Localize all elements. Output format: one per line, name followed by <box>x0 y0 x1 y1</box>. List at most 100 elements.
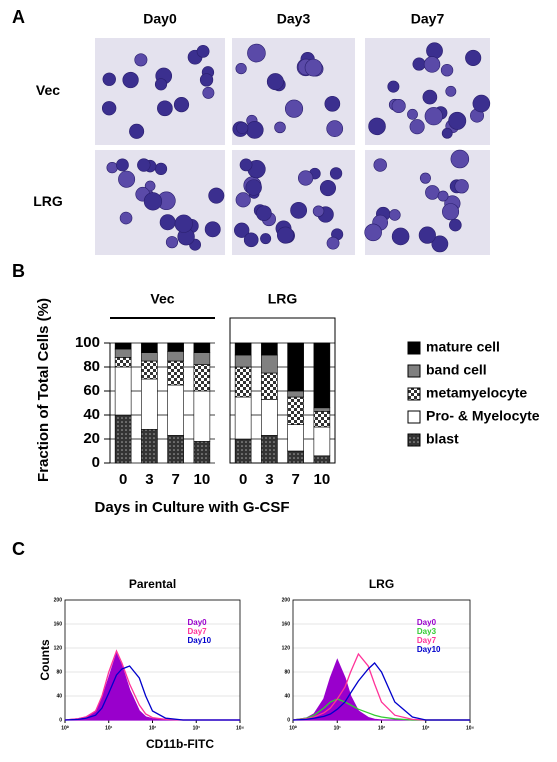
legend-label: Day0 <box>188 618 208 627</box>
legend-label: Day7 <box>188 627 208 636</box>
cell <box>239 158 253 172</box>
panel-label: A <box>12 7 25 27</box>
bar-segment <box>287 396 304 425</box>
cell <box>243 232 259 248</box>
x-tick-label: 10² <box>378 725 386 731</box>
cell <box>426 42 443 60</box>
legend-swatch <box>407 433 421 447</box>
y-tick-label: 120 <box>282 645 291 651</box>
facet-title: Vec <box>150 291 174 307</box>
bar-segment <box>193 364 211 392</box>
cell <box>157 100 173 117</box>
x-tick-label: 0 <box>119 471 127 488</box>
cell <box>412 57 426 71</box>
y-tick-label: 100 <box>75 334 100 351</box>
bar-segment <box>114 357 132 368</box>
cell <box>440 64 454 77</box>
cell <box>274 121 286 134</box>
chart-title: LRG <box>369 577 394 591</box>
cell <box>449 218 462 232</box>
x-tick-label: 10 <box>194 471 211 488</box>
y-tick-label: 200 <box>54 597 63 603</box>
cell <box>101 101 117 116</box>
column-label: Day0 <box>143 11 177 27</box>
bar-segment <box>261 342 278 356</box>
cell <box>437 190 449 202</box>
bar-segment <box>193 441 211 464</box>
cell <box>324 95 341 112</box>
chart-title: Parental <box>129 577 176 591</box>
cell <box>441 127 453 139</box>
legend-label: metamyelocyte <box>426 385 527 401</box>
y-tick-label: 60 <box>83 382 100 399</box>
legend-label: Day10 <box>417 645 441 654</box>
bar-segment <box>141 429 158 464</box>
cell <box>450 149 470 169</box>
cell <box>196 44 210 58</box>
column-label: Day7 <box>411 11 445 27</box>
bar-segment <box>313 426 331 457</box>
legend-label: Day7 <box>417 636 437 645</box>
cell <box>159 214 176 231</box>
bar-segment <box>287 450 304 464</box>
cell <box>364 223 382 242</box>
legend-label: band cell <box>426 362 487 378</box>
cell <box>199 73 214 87</box>
panel-label: C <box>12 539 25 559</box>
cell <box>144 180 156 192</box>
y-tick-label: 40 <box>83 406 100 423</box>
y-tick-label: 120 <box>54 645 63 651</box>
y-tick-label: 0 <box>59 717 62 723</box>
bar-segment <box>313 455 331 464</box>
cell <box>129 123 145 139</box>
cell <box>116 158 129 172</box>
histogram-curve <box>292 662 470 721</box>
bar-segment <box>193 342 211 353</box>
x-tick-label: 10³ <box>193 725 201 731</box>
cell <box>389 209 401 221</box>
cell <box>236 121 249 134</box>
cell <box>134 53 148 67</box>
cell <box>204 221 221 238</box>
cell <box>423 56 441 73</box>
y-tick-label: 80 <box>56 669 62 675</box>
cell <box>425 185 440 200</box>
cell <box>202 86 215 99</box>
cell <box>247 43 266 63</box>
bar-segment <box>234 438 252 464</box>
cell <box>245 179 262 196</box>
cell <box>407 108 418 120</box>
column-label: Day3 <box>277 11 311 27</box>
bar-segment <box>141 360 158 380</box>
legend-label: blast <box>426 431 459 447</box>
histogram-curve <box>292 652 470 721</box>
y-tick-label: 200 <box>282 597 291 603</box>
cell <box>256 205 272 221</box>
x-axis-label: CD11b-FITC <box>146 737 214 751</box>
cell <box>174 214 193 233</box>
cell <box>290 201 308 219</box>
cell <box>266 73 284 91</box>
y-tick-label: 160 <box>282 621 291 627</box>
bar-segment <box>167 384 184 436</box>
cell <box>154 78 168 91</box>
legend-label: Day0 <box>417 618 437 627</box>
bar-segment <box>167 342 184 352</box>
bar-segment <box>114 414 132 464</box>
cell <box>277 226 294 244</box>
x-tick-label: 10² <box>149 725 157 731</box>
histogram-curve <box>292 698 470 721</box>
bar-segment <box>167 351 184 362</box>
cell <box>472 94 491 113</box>
cell <box>165 236 179 249</box>
cell <box>445 85 457 97</box>
cell <box>173 96 190 113</box>
x-tick-label: 3 <box>265 471 273 488</box>
cell <box>245 121 264 139</box>
bar-segment <box>261 399 278 436</box>
cell <box>431 235 449 253</box>
bar-segment <box>114 348 132 358</box>
cell <box>442 203 460 221</box>
cell <box>422 89 438 105</box>
bar-segment <box>141 352 158 362</box>
